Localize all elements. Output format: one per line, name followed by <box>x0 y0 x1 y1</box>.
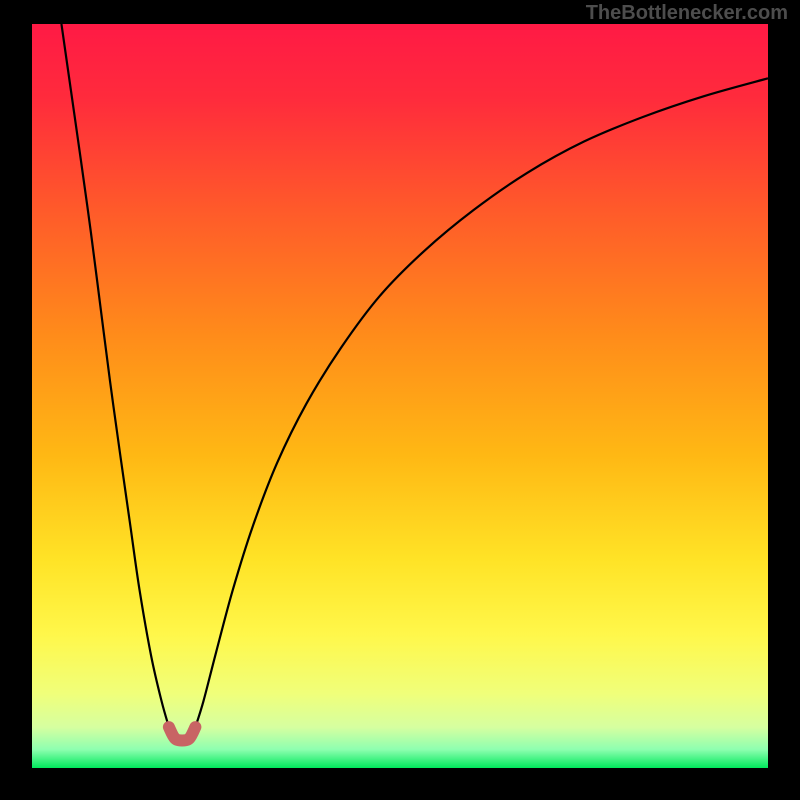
plot-gradient-area <box>32 24 768 768</box>
chart-svg <box>0 0 800 800</box>
watermark-text: TheBottlenecker.com <box>586 2 788 25</box>
chart-container: TheBottlenecker.com <box>0 0 800 800</box>
